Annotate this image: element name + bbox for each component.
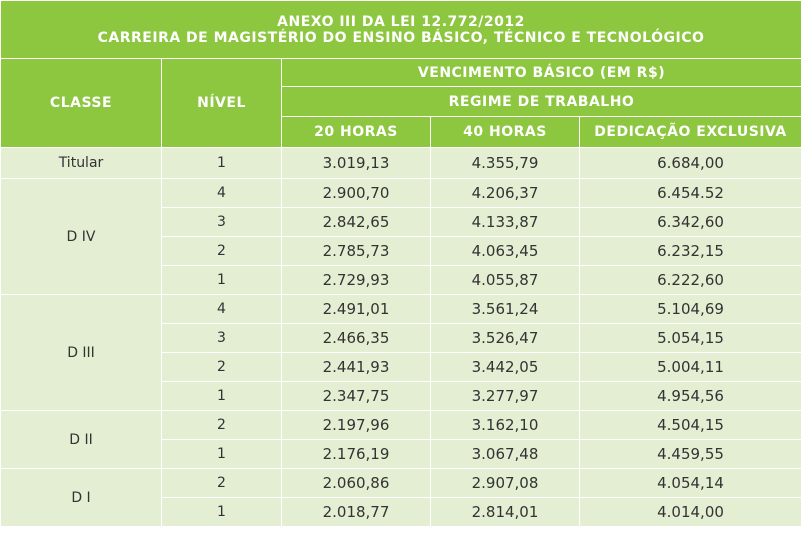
table-row: 2 2.785,73 4.063,45 6.232,15 (1, 236, 801, 266)
de-cell: 6.342,60 (578, 207, 801, 237)
h20-cell: 2.176,19 (281, 439, 431, 469)
title-line-2: CARREIRA DE MAGISTÉRIO DO ENSINO BÁSICO,… (97, 29, 705, 46)
table-body: Titular 1 3.019,13 4.355,79 6.684,00 D IV 4 2.9… (0, 147, 801, 527)
de-cell: 6.232,15 (578, 236, 801, 266)
nivel-cell: 3 (161, 207, 282, 237)
h40-cell: 3.162,10 (430, 410, 580, 440)
table-title: ANEXO III DA LEI 12.772/2012 CARREIRA DE… (0, 0, 801, 59)
nivel-cell: 2 (161, 410, 282, 440)
classe-cell: D III (0, 294, 162, 411)
table-row: 1 2.176,19 3.067,48 4.459,55 (1, 439, 801, 469)
h40-cell: 4.133,87 (430, 207, 580, 237)
table-row: 3 2.466,35 3.526,47 5.054,15 (1, 323, 801, 353)
h20-cell: 2.347,75 (281, 381, 431, 411)
header-20-horas: 20 HORAS (281, 116, 431, 148)
h40-cell: 3.277,97 (430, 381, 580, 411)
classe-cell: D I (0, 468, 162, 527)
table-row: 1 2.729,93 4.055,87 6.222,60 (1, 265, 801, 295)
de-cell: 5.054,15 (578, 323, 801, 353)
nivel-cell: 1 (161, 381, 282, 411)
nivel-cell: 1 (161, 147, 282, 179)
h40-cell: 4.063,45 (430, 236, 580, 266)
h20-cell: 2.491,01 (281, 294, 431, 324)
h20-cell: 2.466,35 (281, 323, 431, 353)
h20-cell: 2.729,93 (281, 265, 431, 295)
de-cell: 4.054,14 (578, 468, 801, 498)
de-cell: 6.222,60 (578, 265, 801, 295)
nivel-cell: 3 (161, 323, 282, 353)
de-cell: 4.459,55 (578, 439, 801, 469)
de-cell: 6.684,00 (578, 147, 801, 179)
h40-cell: 3.526,47 (430, 323, 580, 353)
nivel-cell: 2 (161, 352, 282, 382)
de-cell: 4.954,56 (578, 381, 801, 411)
h20-cell: 2.842,65 (281, 207, 431, 237)
nivel-cell: 4 (161, 294, 282, 324)
table-row: 1 2.347,75 3.277,97 4.954,56 (1, 381, 801, 411)
nivel-cell: 4 (161, 178, 282, 208)
h40-cell: 4.055,87 (430, 265, 580, 295)
nivel-cell: 1 (161, 439, 282, 469)
header-nivel: NÍVEL (161, 58, 282, 148)
h40-cell: 3.561,24 (430, 294, 580, 324)
h20-cell: 2.197,96 (281, 410, 431, 440)
classe-cell: Titular (0, 147, 162, 179)
nivel-cell: 2 (161, 468, 282, 498)
h40-cell: 2.907,08 (430, 468, 580, 498)
header-40-horas: 40 HORAS (430, 116, 580, 148)
classe-cell: D II (0, 410, 162, 469)
de-cell: 6.454.52 (578, 178, 801, 208)
de-cell: 4.014,00 (578, 497, 801, 527)
table-header: ANEXO III DA LEI 12.772/2012 CARREIRA DE… (0, 0, 801, 148)
header-classe: CLASSE (0, 58, 162, 148)
table-row: 1 2.018,77 2.814,01 4.014,00 (1, 497, 801, 527)
nivel-cell: 1 (161, 497, 282, 527)
table-row: 2 2.441,93 3.442,05 5.004,11 (1, 352, 801, 382)
table-row: D II 2 2.197,96 3.162,10 4.504,15 (0, 410, 801, 469)
table-row: 3 2.842,65 4.133,87 6.342,60 (1, 207, 801, 237)
h40-cell: 3.067,48 (430, 439, 580, 469)
table-row: D III 4 2.491,01 3.561,24 5.104,69 (0, 294, 801, 411)
h20-cell: 2.018,77 (281, 497, 431, 527)
h20-cell: 2.900,70 (281, 178, 431, 208)
h20-cell: 2.785,73 (281, 236, 431, 266)
header-dedicacao-exclusiva: DEDICAÇÃO EXCLUSIVA (578, 116, 801, 148)
h20-cell: 2.060,86 (281, 468, 431, 498)
h40-cell: 4.206,37 (430, 178, 580, 208)
table-row: Titular 1 3.019,13 4.355,79 6.684,00 (0, 147, 801, 179)
salary-table: ANEXO III DA LEI 12.772/2012 CARREIRA DE… (0, 0, 801, 527)
h20-cell: 3.019,13 (281, 147, 431, 179)
h20-cell: 2.441,93 (281, 352, 431, 382)
h40-cell: 2.814,01 (430, 497, 580, 527)
de-cell: 5.004,11 (578, 352, 801, 382)
table-row: D I 2 2.060,86 2.907,08 4.054,14 (0, 468, 801, 527)
header-regime: REGIME DE TRABALHO (280, 86, 801, 117)
title-line-1: ANEXO III DA LEI 12.772/2012 (277, 13, 525, 30)
header-vencimento: VENCIMENTO BÁSICO (EM R$) (280, 58, 801, 87)
classe-cell: D IV (0, 178, 162, 295)
de-cell: 5.104,69 (578, 294, 801, 324)
nivel-cell: 1 (161, 265, 282, 295)
de-cell: 4.504,15 (578, 410, 801, 440)
h40-cell: 4.355,79 (430, 147, 580, 179)
table-row: D IV 4 2.900,70 4.206,37 6.454.52 (0, 178, 801, 295)
nivel-cell: 2 (161, 236, 282, 266)
h40-cell: 3.442,05 (430, 352, 580, 382)
